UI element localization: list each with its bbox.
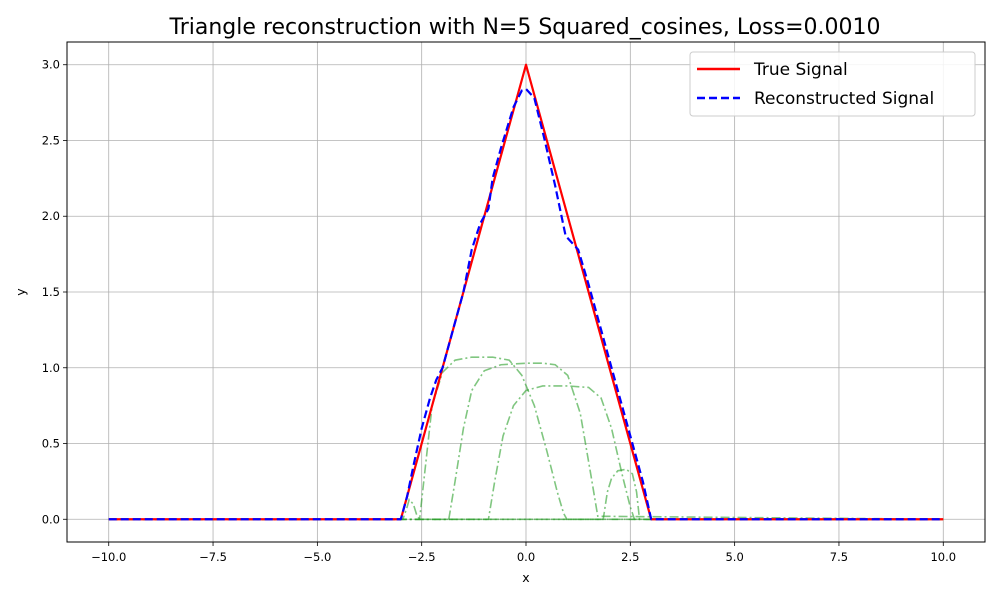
axis-ticks: −10.0 −7.5 −5.0 −2.5 0.0 2.5 5.0 7.5 10.0 0.0 0.5 1… [42,58,956,564]
y-tick-label: 0.0 [42,512,60,526]
x-tick-label: 10.0 [930,550,956,564]
legend-box [689,51,976,117]
legend: True Signal Reconstructed Signal [689,51,976,117]
x-tick-label: −7.5 [199,550,227,564]
chart-title: Triangle reconstruction with N=5 Squared… [169,15,881,40]
component-curve-2 [108,356,944,521]
y-tick-label: 2.0 [42,209,60,223]
y-axis-label: y [13,288,28,296]
x-tick-label: 7.5 [830,550,848,564]
y-tick-label: 1.0 [42,361,60,375]
component-curve-3 [108,362,944,521]
series-line-reconstructed-signal [108,87,944,521]
y-tick-label: 1.5 [42,285,60,299]
legend-label-reconstructed-signal: Reconstructed Signal [754,89,934,109]
x-tick-label: 2.5 [621,550,639,564]
x-axis-label: x [522,570,529,585]
component-curve-5 [108,468,944,521]
x-tick-label: −2.5 [408,550,436,564]
x-tick-label: −5.0 [303,550,331,564]
series-lines [108,63,944,521]
y-tick-label: 0.5 [42,437,60,451]
component-curves [108,356,944,521]
x-tick-label: −10.0 [91,550,126,564]
y-tick-label: 3.0 [42,58,60,72]
component-curve-4 [108,385,944,521]
x-tick-label: 0.0 [517,550,535,564]
x-tick-label: 5.0 [725,550,743,564]
legend-label-true-signal: True Signal [753,60,848,80]
y-tick-label: 2.5 [42,133,60,147]
